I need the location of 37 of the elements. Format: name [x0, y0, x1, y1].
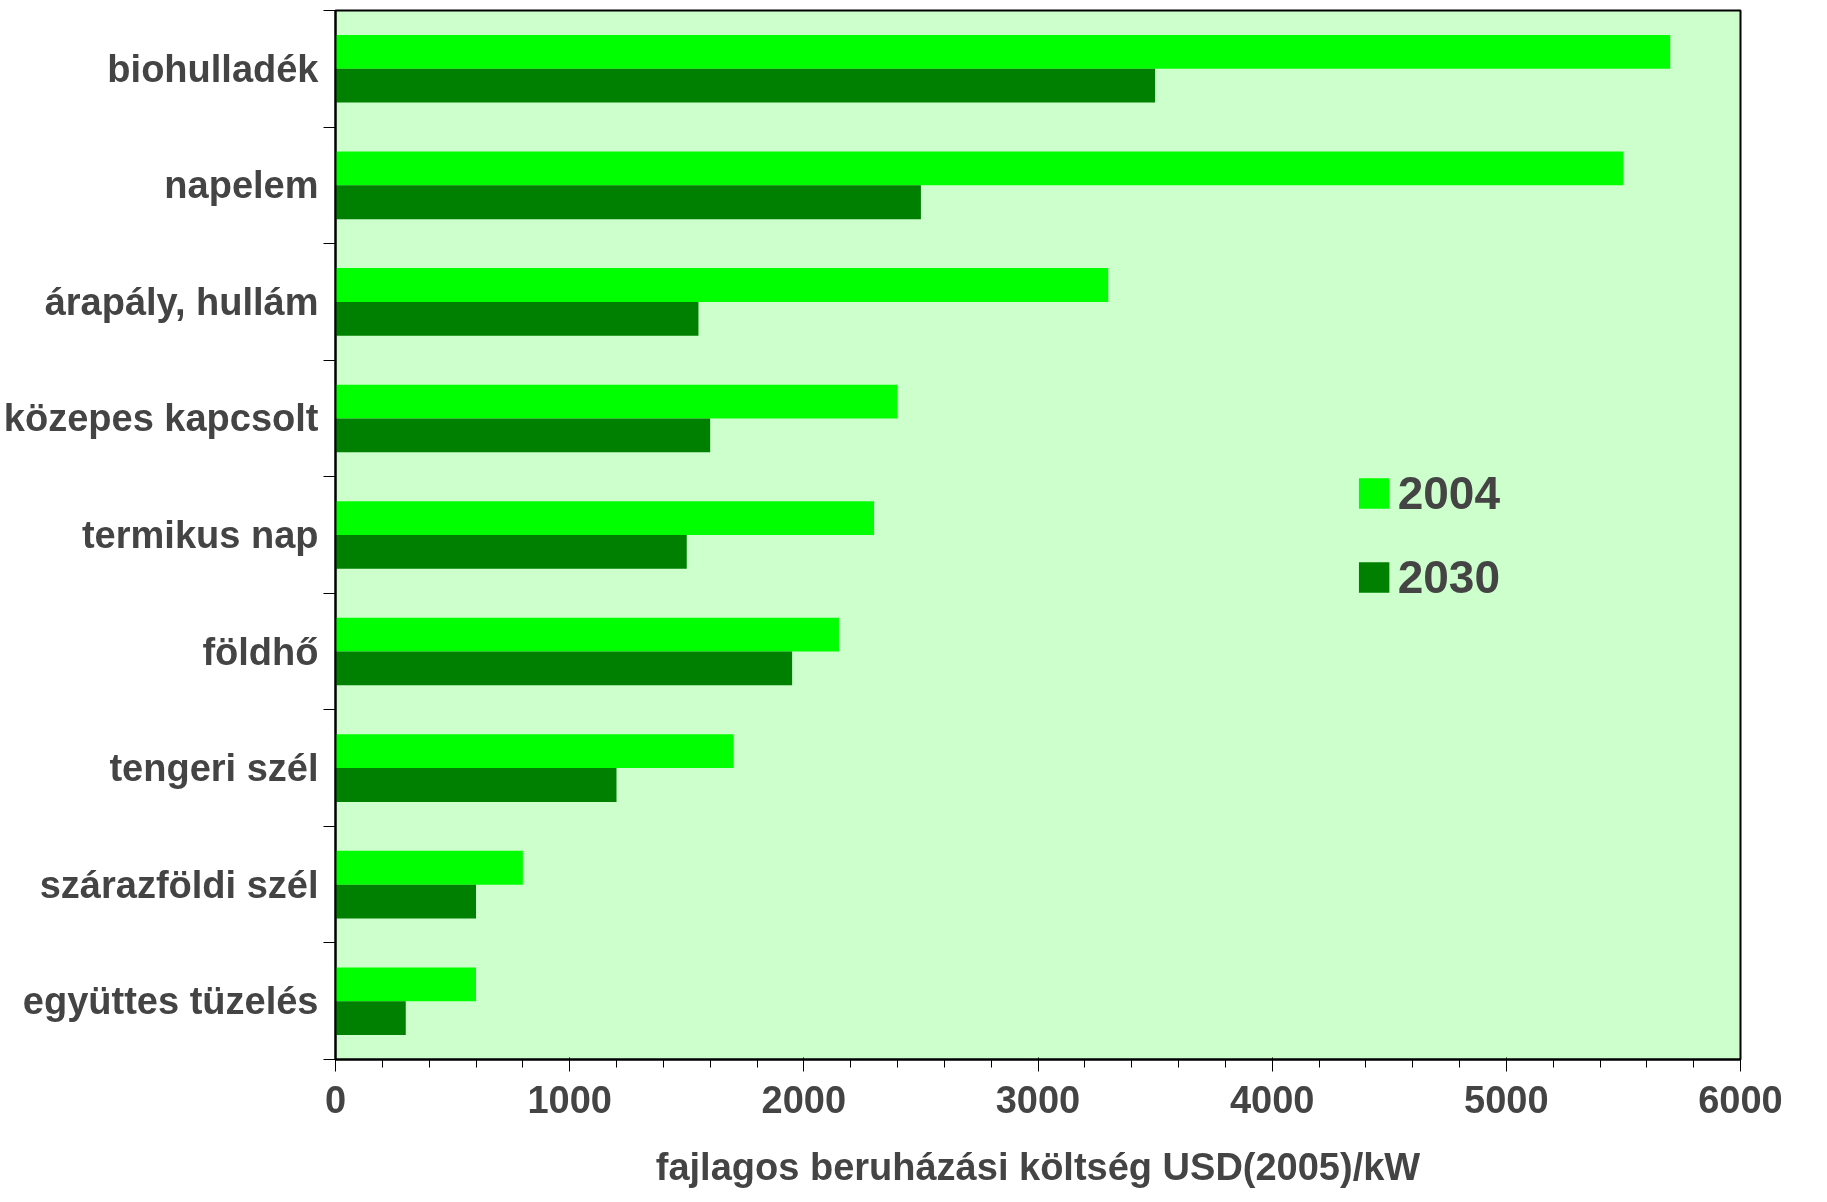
bar	[335, 268, 1109, 302]
bar	[335, 418, 711, 453]
bar	[335, 34, 1671, 69]
legend-label: 2004	[1397, 465, 1500, 520]
x-tick-label: 6000	[1698, 1078, 1783, 1121]
bar	[335, 301, 699, 336]
bar	[335, 151, 1624, 186]
bar	[335, 967, 476, 1002]
bar	[335, 884, 476, 919]
bar	[335, 68, 1156, 103]
y-tick-label: földhő	[202, 630, 319, 673]
x-tick-label: 5000	[1464, 1078, 1549, 1121]
y-tick-label: napelem	[164, 164, 319, 207]
x-axis-title: fajlagos beruházási költség USD(2005)/kW	[655, 1145, 1421, 1188]
bar	[335, 768, 617, 802]
bar	[335, 535, 687, 569]
y-tick-label: közepes kapcsolt	[3, 397, 319, 440]
bar	[335, 850, 523, 885]
y-tick-label: árapály, hullám	[44, 280, 319, 323]
bar	[335, 734, 734, 769]
y-tick-label: biohulladék	[107, 47, 320, 90]
x-tick-label: 2000	[761, 1078, 847, 1121]
bar	[335, 384, 898, 419]
y-tick-label: együttes tüzelés	[22, 980, 319, 1023]
bar	[335, 501, 875, 535]
x-tick-label: 1000	[527, 1078, 612, 1121]
bar	[335, 651, 793, 686]
x-tick-label: 4000	[1229, 1078, 1315, 1121]
x-tick-label: 3000	[995, 1078, 1081, 1121]
bar	[335, 617, 839, 652]
legend-label: 2030	[1397, 549, 1500, 604]
bar	[335, 1001, 406, 1036]
bar	[335, 185, 921, 220]
y-tick-label: tengeri szél	[109, 747, 319, 790]
y-tick-label: szárazföldi szél	[39, 863, 319, 906]
x-tick-label: 0	[324, 1078, 347, 1121]
y-tick-label: termikus nap	[81, 514, 319, 556]
